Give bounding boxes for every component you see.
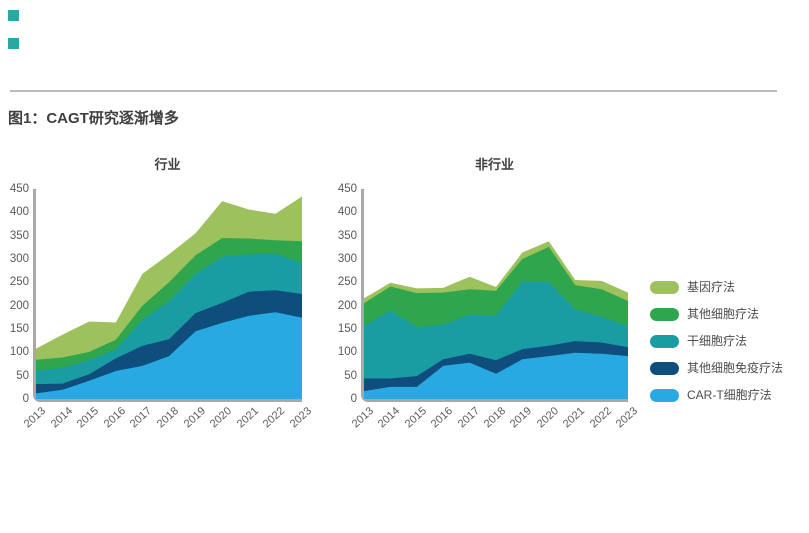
brand-square-top	[8, 10, 19, 21]
chart-legend: 基因疗法其他细胞疗法 干细胞疗法其他细胞免疫疗法 CAR-T细胞疗法	[650, 281, 783, 416]
x-axis-tick-label: 2023	[287, 405, 315, 431]
brand-square-bottom	[8, 38, 19, 49]
y-axis-tick-label: 450	[9, 183, 29, 195]
y-axis-tick-label: 250	[9, 276, 29, 289]
legend-item: 基因疗法	[650, 281, 783, 294]
legend-swatch-icon	[650, 389, 679, 402]
chart-title-industry: 行业	[154, 157, 181, 172]
legend-swatch-icon	[650, 281, 679, 294]
y-axis-tick-label: 300	[9, 253, 29, 265]
legend-swatch-icon	[650, 308, 679, 321]
legend-label: 基因疗法	[687, 280, 736, 294]
legend-label: 其他细胞免疫疗法	[687, 361, 784, 375]
legend-label: 干细胞疗法	[687, 334, 748, 348]
chart-title-non-industry: 非行业	[474, 157, 514, 172]
plot-area	[33, 189, 302, 402]
legend-item: 其他细胞疗法	[650, 308, 783, 321]
y-axis-tick-label: 200	[337, 299, 357, 312]
legend-item: 干细胞疗法	[650, 335, 783, 348]
legend-label: 其他细胞疗法	[687, 307, 760, 321]
legend-item: 其他细胞免疫疗法	[650, 362, 783, 375]
y-axis-tick-label: 350	[9, 229, 29, 242]
area-series-0	[364, 352, 628, 399]
legend-label: CAR-T细胞疗法	[687, 388, 772, 402]
divider-line	[10, 90, 777, 92]
y-axis-tick-label: 50	[16, 369, 29, 382]
y-axis-tick-label: 200	[9, 299, 29, 312]
y-axis-tick-label: 250	[337, 276, 357, 289]
y-axis-tick-label: 100	[9, 346, 29, 359]
y-axis-tick-label: 50	[344, 369, 357, 382]
plot-area	[361, 189, 628, 402]
legend-swatch-icon	[650, 335, 679, 348]
y-axis-tick-label: 0	[350, 393, 357, 405]
y-axis-tick-label: 0	[22, 393, 29, 405]
legend-swatch-icon	[650, 362, 679, 375]
y-axis-tick-label: 300	[337, 253, 357, 265]
y-axis-tick-label: 350	[337, 229, 357, 242]
area-series-0	[36, 312, 302, 399]
y-axis-tick-label: 450	[337, 183, 357, 195]
y-axis-tick-label: 400	[9, 206, 29, 219]
legend-item: CAR-T细胞疗法	[650, 389, 783, 402]
y-axis-tick-label: 150	[337, 323, 357, 335]
y-axis-tick-label: 400	[337, 206, 357, 219]
y-axis-tick-label: 100	[337, 346, 357, 359]
y-axis-tick-label: 150	[9, 323, 29, 335]
figure-title: 图1：CAGT研究逐渐增多	[8, 110, 179, 128]
